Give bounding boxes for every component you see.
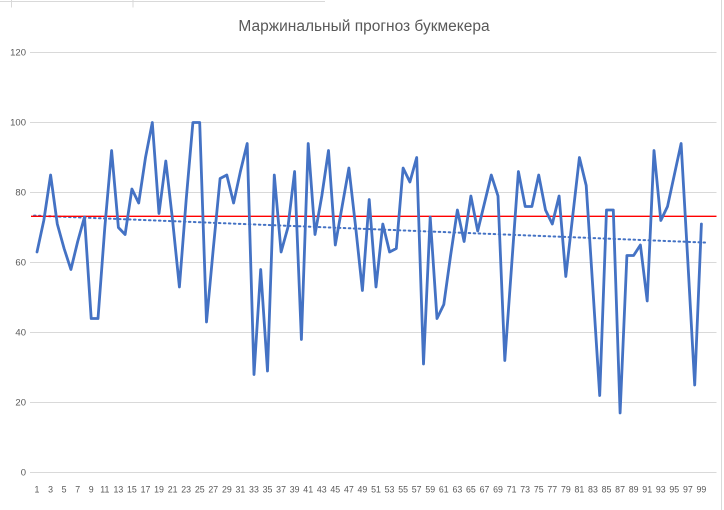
x-axis-tick-label: 3 [48, 485, 53, 495]
x-axis-tick-label: 39 [290, 485, 300, 495]
x-axis-tick-label: 19 [154, 485, 164, 495]
x-axis-labels: 1 3 5 7 9 11 13 15 17 19 21 23 25 27 29 31 33 35 37 39 41 43 4… [35, 485, 707, 495]
x-axis-tick-label: 67 [480, 485, 490, 495]
x-axis-tick-label: 1 [35, 485, 40, 495]
x-axis-tick-label: 99 [697, 485, 707, 495]
x-axis-tick-label: 25 [195, 485, 205, 495]
x-axis-tick-label: 29 [222, 485, 232, 495]
x-axis-tick-label: 37 [276, 485, 286, 495]
y-axis-tick-label: 40 [15, 328, 26, 339]
x-axis-tick-label: 91 [642, 485, 652, 495]
x-axis-tick-label: 77 [547, 485, 557, 495]
y-axis-labels: 0 20 40 60 80 100 120 [10, 48, 26, 479]
gridlines [30, 52, 717, 473]
x-axis-tick-label: 41 [303, 485, 313, 495]
x-axis-tick-label: 89 [629, 485, 639, 495]
x-axis-tick-label: 85 [602, 485, 612, 495]
y-axis-tick-label: 120 [10, 48, 26, 59]
x-axis-tick-label: 73 [520, 485, 530, 495]
x-axis-tick-label: 23 [181, 485, 191, 495]
x-axis-tick-label: 35 [263, 485, 273, 495]
y-axis-tick-label: 0 [21, 468, 26, 479]
x-axis-tick-label: 49 [358, 485, 368, 495]
x-axis-tick-label: 45 [330, 485, 340, 495]
x-axis-tick-label: 31 [236, 485, 246, 495]
x-axis-tick-label: 79 [561, 485, 571, 495]
linear-trendline-dotted[interactable] [33, 214, 706, 244]
x-axis-tick-label: 55 [398, 485, 408, 495]
x-axis-tick-label: 53 [385, 485, 395, 495]
y-axis-tick-label: 60 [15, 258, 26, 269]
x-axis-tick-label: 43 [317, 485, 327, 495]
x-axis-tick-label: 15 [127, 485, 137, 495]
x-axis-tick-label: 51 [371, 485, 381, 495]
y-axis-tick-label: 100 [10, 118, 26, 129]
x-axis-tick-label: 57 [412, 485, 422, 495]
x-axis-tick-label: 93 [656, 485, 666, 495]
x-axis-tick-label: 63 [452, 485, 462, 495]
x-axis-tick-label: 59 [425, 485, 435, 495]
x-axis-tick-label: 95 [669, 485, 679, 495]
x-axis-tick-label: 81 [575, 485, 585, 495]
x-axis-tick-label: 9 [89, 485, 94, 495]
x-axis-tick-label: 7 [75, 485, 80, 495]
x-axis-tick-label: 69 [493, 485, 503, 495]
x-axis-tick-label: 5 [62, 485, 67, 495]
y-axis-tick-label: 80 [15, 188, 26, 199]
x-axis-tick-label: 87 [615, 485, 625, 495]
x-axis-tick-label: 47 [344, 485, 354, 495]
x-axis-tick-label: 71 [507, 485, 517, 495]
chart-title: Маржинальный прогноз букмекера [238, 18, 490, 35]
y-axis-tick-label: 20 [15, 398, 26, 409]
x-axis-tick-label: 11 [100, 485, 109, 495]
x-axis-tick-label: 21 [168, 485, 178, 495]
x-axis-tick-label: 97 [683, 485, 693, 495]
x-axis-tick-label: 33 [249, 485, 259, 495]
x-axis-tick-label: 83 [588, 485, 598, 495]
main-series-line[interactable] [35, 121, 703, 415]
x-axis-tick-label: 75 [534, 485, 544, 495]
x-axis-tick-label: 27 [208, 485, 218, 495]
x-axis-tick-label: 65 [466, 485, 476, 495]
x-axis-tick-label: 61 [439, 485, 449, 495]
x-axis-tick-label: 13 [113, 485, 123, 495]
x-axis-tick-label: 17 [141, 485, 151, 495]
